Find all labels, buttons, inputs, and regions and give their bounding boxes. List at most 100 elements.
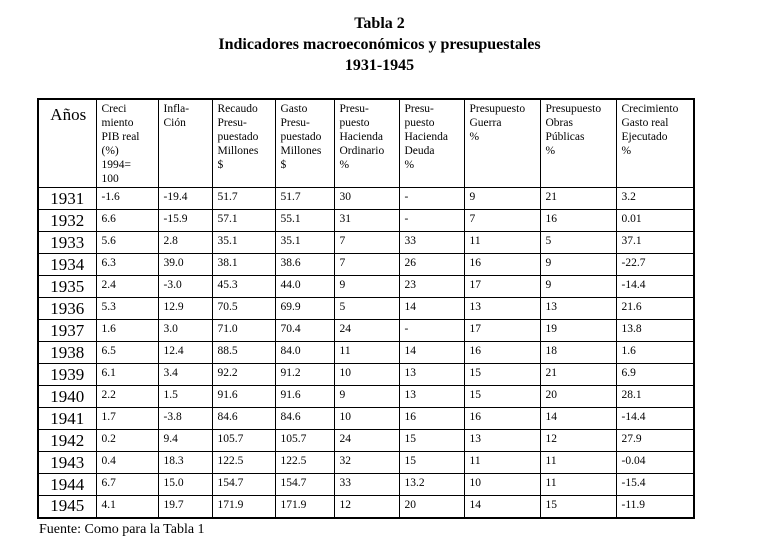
data-cell-hacienda-ordinario: 33: [333, 473, 400, 496]
data-cell-hacienda-ordinario: 31: [333, 209, 400, 232]
table-title-block: Tabla 2 Indicadores macroeconómicos y pr…: [0, 0, 759, 76]
data-cell-crecimiento-gasto: -0.04: [615, 451, 695, 474]
data-cell-hacienda-deuda: 16: [398, 407, 465, 430]
table-row: 1932 6.6 -15.9 57.1 55.1 31-7 16 0.01: [37, 209, 695, 232]
data-cell-guerra: 14: [463, 495, 541, 518]
data-cell-guerra: 15: [463, 385, 541, 408]
data-cell-hacienda-ordinario: 5: [333, 297, 400, 320]
data-cell-recaudo: 35.1: [211, 231, 276, 254]
data-cell-hacienda-deuda: 13.2: [398, 473, 465, 496]
data-cell-inflacion: -15.9: [157, 209, 213, 232]
data-cell-crecimiento-gasto: -14.4: [615, 407, 695, 430]
column-header-hacienda-ordinario: Presu- puesto Hacienda Ordinario %: [333, 98, 400, 188]
data-cell-obras-publicas: 9: [539, 275, 617, 298]
data-cell-gasto: 35.1: [274, 231, 335, 254]
data-cell-gasto: 154.7: [274, 473, 335, 496]
table-row: 1936 5.3 12.9 70.5 69.9 5 14 13 13 21.6: [37, 297, 695, 320]
data-cell-recaudo: 88.5: [211, 341, 276, 364]
data-cell-pib: 4.1: [95, 495, 159, 518]
data-cell-hacienda-ordinario: 9: [333, 385, 400, 408]
column-header-obras-publicas: Presupuesto Obras Públicas %: [539, 98, 617, 188]
data-cell-pib: 1.7: [95, 407, 159, 430]
table-row: 1939 6.1 3.4 92.2 91.2 10 13 15 21 6.9: [37, 363, 695, 386]
table-row: 1944 6.7 15.0 154.7 154.7 33 13.2 10 11 -15.4: [37, 473, 695, 496]
data-cell-hacienda-deuda: 14: [398, 341, 465, 364]
data-cell-gasto: 122.5: [274, 451, 335, 474]
data-cell-pib: 0.4: [95, 451, 159, 474]
year-cell: 1935: [37, 275, 97, 298]
data-cell-pib: 1.6: [95, 319, 159, 342]
data-cell-obras-publicas: 11: [539, 473, 617, 496]
data-cell-recaudo: 38.1: [211, 253, 276, 276]
year-cell: 1944: [37, 473, 97, 496]
data-cell-crecimiento-gasto: 37.1: [615, 231, 695, 254]
data-cell-obras-publicas: 21: [539, 187, 617, 210]
data-cell-crecimiento-gasto: 0.01: [615, 209, 695, 232]
data-cell-gasto: 70.4: [274, 319, 335, 342]
table-row: 1933 5.6 2.8 35.1 35.1 7 33 11 5 37.1: [37, 231, 695, 254]
data-cell-crecimiento-gasto: 13.8: [615, 319, 695, 342]
table-row: 1940 2.2 1.5 91.6 91.6 9 13 15 20 28.1: [37, 385, 695, 408]
data-cell-gasto: 105.7: [274, 429, 335, 452]
data-cell-crecimiento-gasto: 28.1: [615, 385, 695, 408]
column-header-hacienda-deuda: Presu- puesto Hacienda Deuda %: [398, 98, 465, 188]
table-row: 1942 0.2 9.4 105.7 105.7 24 15 13 12 27.9: [37, 429, 695, 452]
data-cell-inflacion: 1.5: [157, 385, 213, 408]
data-cell-hacienda-deuda: 20: [398, 495, 465, 518]
data-cell-crecimiento-gasto: -11.9: [615, 495, 695, 518]
data-cell-recaudo: 105.7: [211, 429, 276, 452]
year-cell: 1941: [37, 407, 97, 430]
data-cell-crecimiento-gasto: -15.4: [615, 473, 695, 496]
year-cell: 1945: [37, 495, 97, 518]
data-cell-hacienda-ordinario: 7: [333, 231, 400, 254]
data-cell-inflacion: -3.0: [157, 275, 213, 298]
data-cell-guerra: 13: [463, 429, 541, 452]
header-row: Años Creci miento PIB real (%) 1994= 100 I…: [37, 98, 695, 188]
column-header-guerra: Presupuesto Guerra %: [463, 98, 541, 188]
column-header-crecimiento-gasto: Crecimiento Gasto real Ejecutado %: [615, 98, 695, 188]
data-cell-guerra: 16: [463, 341, 541, 364]
data-cell-obras-publicas: 16: [539, 209, 617, 232]
table-row: 1945 4.1 19.7 171.9 171.9 12 20 14 15 -11.9: [37, 495, 695, 518]
data-cell-pib: 5.6: [95, 231, 159, 254]
data-cell-inflacion: 12.9: [157, 297, 213, 320]
data-cell-obras-publicas: 15: [539, 495, 617, 518]
data-cell-hacienda-ordinario: 30: [333, 187, 400, 210]
data-cell-obras-publicas: 19: [539, 319, 617, 342]
data-cell-obras-publicas: 5: [539, 231, 617, 254]
data-cell-crecimiento-gasto: 3.2: [615, 187, 695, 210]
data-cell-pib: 6.6: [95, 209, 159, 232]
table-row: 1941 1.7 -3.8 84.6 84.6 10 16 16 14 -14.4: [37, 407, 695, 430]
data-cell-obras-publicas: 12: [539, 429, 617, 452]
column-header-gasto: Gasto Presu- puestado Millones $: [274, 98, 335, 188]
data-cell-guerra: 15: [463, 363, 541, 386]
data-cell-hacienda-deuda: 14: [398, 297, 465, 320]
data-cell-hacienda-ordinario: 12: [333, 495, 400, 518]
data-cell-obras-publicas: 9: [539, 253, 617, 276]
data-cell-recaudo: 92.2: [211, 363, 276, 386]
year-cell: 1940: [37, 385, 97, 408]
data-cell-inflacion: 3.4: [157, 363, 213, 386]
data-cell-hacienda-ordinario: 10: [333, 363, 400, 386]
column-header-recaudo: Recaudo Presu- puestado Millones $: [211, 98, 276, 188]
data-cell-hacienda-ordinario: 11: [333, 341, 400, 364]
data-cell-inflacion: 18.3: [157, 451, 213, 474]
data-cell-inflacion: 15.0: [157, 473, 213, 496]
data-cell-recaudo: 171.9: [211, 495, 276, 518]
data-cell-recaudo: 122.5: [211, 451, 276, 474]
data-cell-obras-publicas: 11: [539, 451, 617, 474]
data-cell-crecimiento-gasto: 27.9: [615, 429, 695, 452]
data-cell-inflacion: 9.4: [157, 429, 213, 452]
data-cell-recaudo: 45.3: [211, 275, 276, 298]
data-cell-inflacion: -19.4: [157, 187, 213, 210]
data-cell-pib: 6.7: [95, 473, 159, 496]
data-cell-guerra: 16: [463, 253, 541, 276]
data-cell-guerra: 13: [463, 297, 541, 320]
data-cell-hacienda-deuda: 33: [398, 231, 465, 254]
data-cell-obras-publicas: 18: [539, 341, 617, 364]
year-cell: 1936: [37, 297, 97, 320]
data-cell-obras-publicas: 14: [539, 407, 617, 430]
data-cell-pib: 6.3: [95, 253, 159, 276]
data-cell-gasto: 91.6: [274, 385, 335, 408]
